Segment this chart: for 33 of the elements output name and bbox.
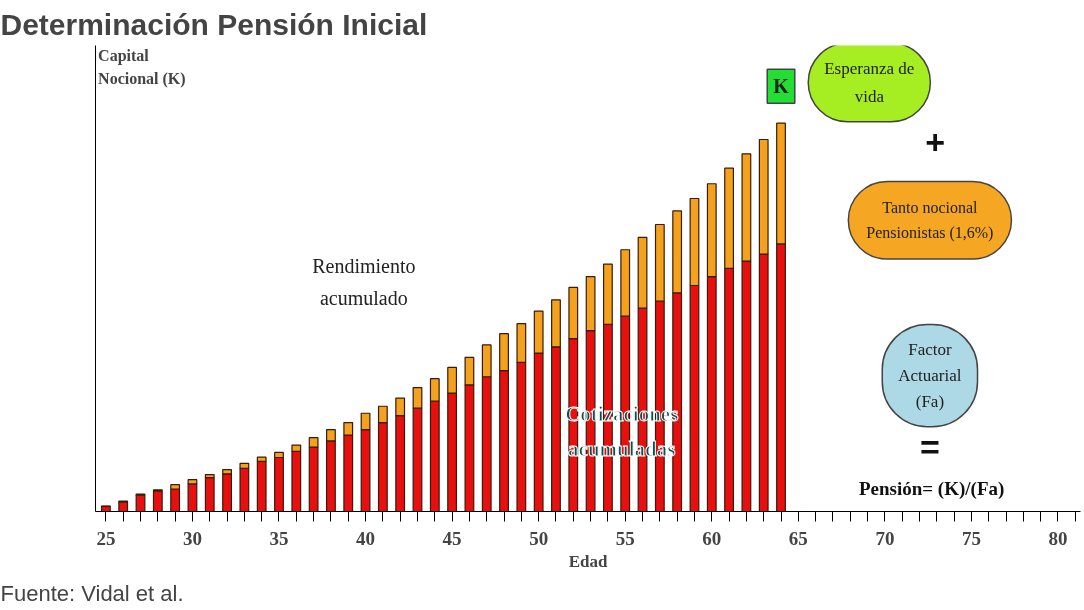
annotation: Pensión= (K)/(Fa)	[858, 477, 1005, 500]
x-tick-label: 45	[442, 527, 462, 549]
chart-title: Determinación Pensión Inicial	[0, 7, 428, 41]
x-tick-label: 60	[702, 527, 722, 549]
bar	[204, 477, 215, 512]
x-tick-label: 80	[1048, 527, 1068, 549]
y-axis-title: Capital Nocional (K)	[98, 47, 186, 88]
x-tick-label: 40	[356, 527, 376, 549]
bar	[239, 467, 250, 512]
annotation: +	[925, 123, 946, 162]
bar	[170, 488, 181, 512]
x-tick-label: 30	[182, 527, 202, 549]
x-tick-label: 70	[875, 527, 895, 549]
bar	[222, 473, 232, 512]
bar	[187, 483, 198, 512]
source-note: Fuente: Vidal et al.	[0, 580, 184, 606]
bar	[152, 490, 163, 512]
x-tick-label: 25	[96, 527, 116, 549]
bar	[274, 456, 284, 512]
bar	[256, 460, 267, 512]
x-tick-label: 50	[529, 527, 549, 549]
x-axis-title: Edad	[568, 551, 608, 571]
x-tick-label: 65	[788, 527, 808, 549]
annotation: Cotizaciones acumuladas	[565, 402, 679, 462]
annotation: Tanto nocional Pensionistas (1,6%)	[866, 199, 994, 243]
x-tick-label: 75	[961, 527, 981, 549]
annotation: Factor Actuarial (Fa)	[898, 340, 962, 411]
x-tick-label: 35	[269, 527, 289, 549]
annotation: Rendimiento acumulado	[312, 255, 416, 310]
annotation: =	[919, 428, 940, 467]
x-tick-label: 55	[615, 527, 635, 549]
text: K	[773, 75, 790, 98]
text: Esperanza de vida	[824, 59, 915, 106]
